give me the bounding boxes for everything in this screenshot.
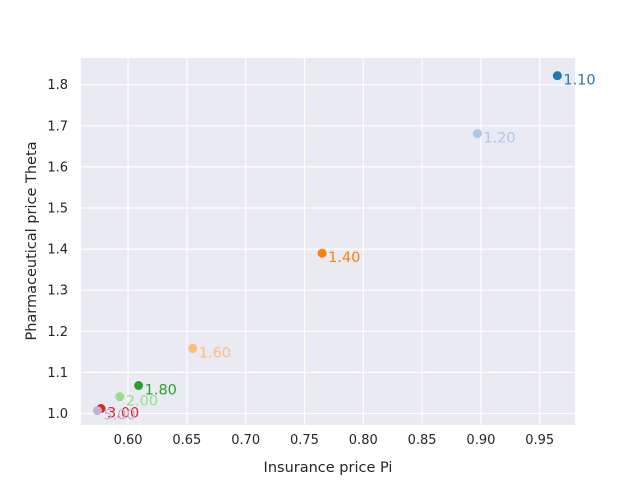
y-tick-label: 1.3 (47, 284, 68, 299)
x-tick-label: 0.95 (525, 433, 554, 448)
y-tick-label: 1.7 (47, 119, 68, 134)
data-label: 1.20 (483, 131, 515, 147)
x-tick-label: 0.70 (231, 433, 260, 448)
data-point (134, 381, 144, 391)
data-label: 3.00 (107, 406, 139, 422)
data-point (317, 248, 327, 258)
x-tick-label: 0.75 (290, 433, 319, 448)
x-tick-label: 0.85 (408, 433, 437, 448)
data-point (552, 71, 562, 81)
data-labels: 1.10 1.20 1.40 1.60 1.802.003.005.00 (103, 73, 595, 424)
data-point (188, 344, 198, 354)
grid-lines (81, 58, 575, 425)
y-tick-label: 1.8 (47, 78, 68, 93)
x-tick-label: 0.80 (349, 433, 378, 448)
y-tick-label: 1.1 (47, 366, 68, 381)
data-label: 1.80 (145, 383, 177, 399)
y-tick-label: 1.4 (47, 243, 68, 258)
y-tick-label: 1.2 (47, 325, 68, 340)
x-tick-label: 0.90 (466, 433, 495, 448)
data-label: 1.60 (199, 346, 231, 362)
y-tick-label: 1.0 (47, 407, 68, 422)
data-point (92, 406, 102, 416)
data-label: 5.00 (103, 408, 135, 424)
data-label: 1.10 (563, 73, 595, 89)
y-tick-labels: 1.0 1.1 1.2 1.3 1.4 1.5 1.6 1.7 1.8 (47, 78, 68, 422)
y-tick-label: 1.6 (47, 160, 68, 175)
data-label: 2.00 (126, 394, 158, 410)
x-tick-label: 0.65 (172, 433, 201, 448)
data-point (472, 129, 482, 139)
x-tick-label: 0.60 (114, 433, 143, 448)
x-axis-title: Insurance price Pi (264, 460, 393, 476)
data-point (115, 392, 125, 402)
plot-area (81, 58, 575, 425)
y-tick-label: 1.5 (47, 202, 68, 217)
data-points (92, 71, 562, 416)
data-label: 1.40 (328, 250, 360, 266)
y-axis-title: Pharmaceutical price Theta (24, 141, 40, 340)
x-tick-labels: 0.60 0.65 0.70 0.75 0.80 0.85 0.90 0.95 (114, 433, 555, 448)
